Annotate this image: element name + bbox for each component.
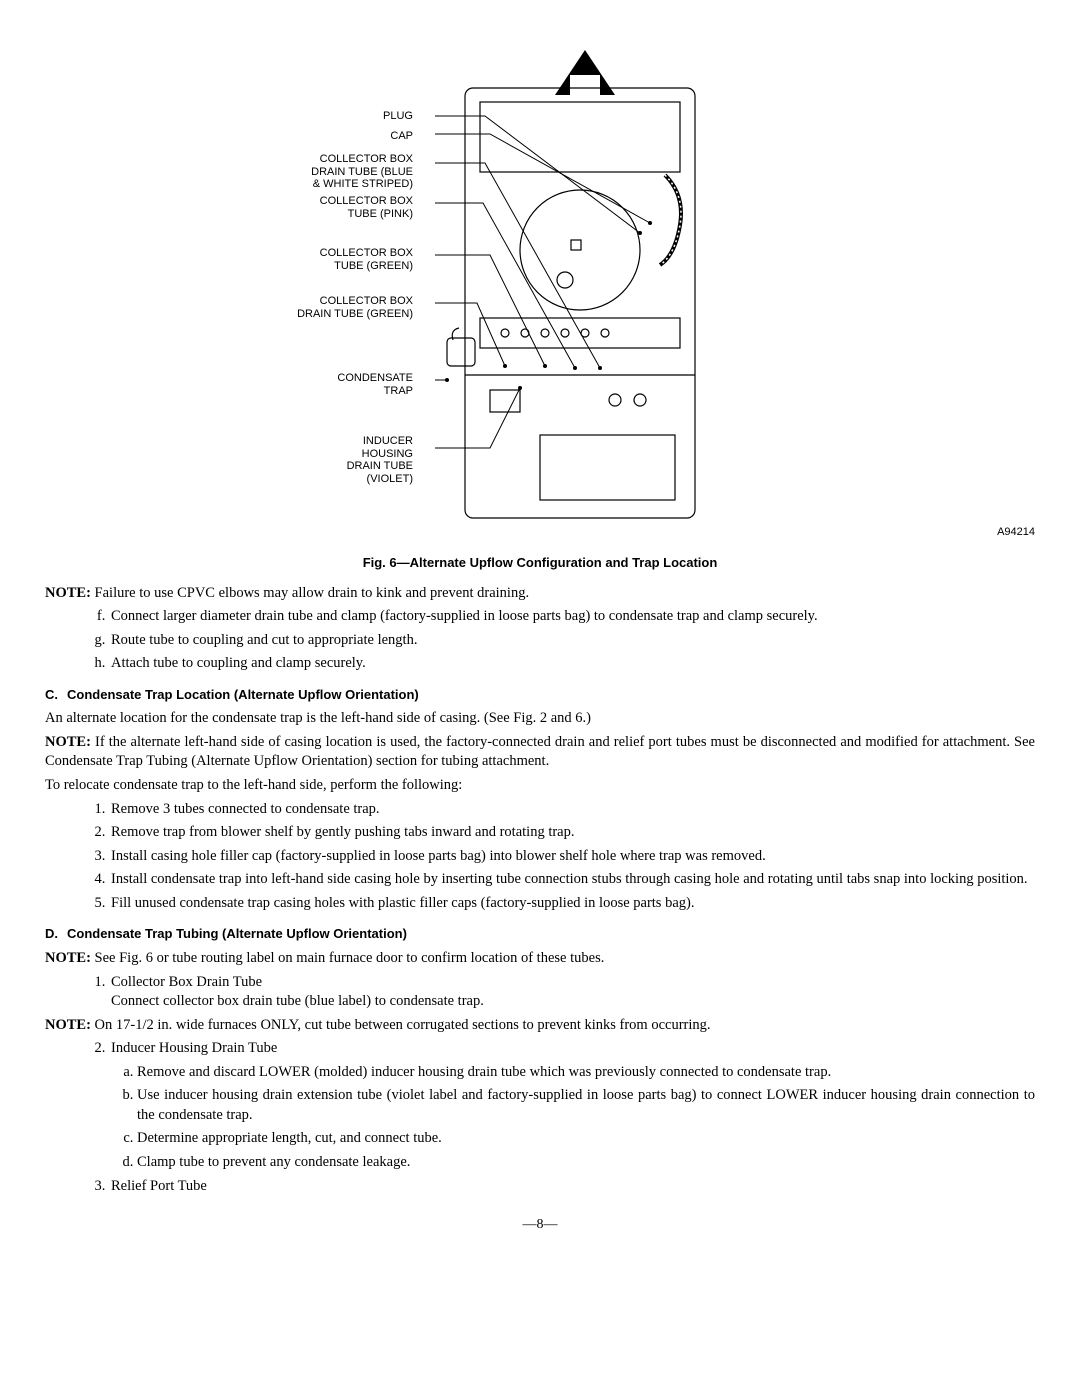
note-text: On 17-1/2 in. wide furnaces ONLY, cut tu… <box>91 1017 711 1033</box>
section-d-note2: NOTE: On 17-1/2 in. wide furnaces ONLY, … <box>45 1016 1035 1036</box>
section-d-title: Condensate Trap Tubing (Alternate Upflow… <box>67 926 407 941</box>
item-h: Attach tube to coupling and clamp secure… <box>109 654 1035 674</box>
figure-caption: Fig. 6—Alternate Upflow Configuration an… <box>45 554 1035 572</box>
d2-b: Use inducer housing drain extension tube… <box>137 1086 1035 1125</box>
step-2: Remove trap from blower shelf by gently … <box>109 823 1035 843</box>
d-item-3: Relief Port Tube <box>109 1177 1035 1197</box>
label-cond-trap: CONDENSATE TRAP <box>45 372 413 397</box>
step-4: Install condensate trap into left-hand s… <box>109 870 1035 890</box>
section-c-p2: To relocate condensate trap to the left-… <box>45 776 1035 796</box>
note-1: NOTE: Failure to use CPVC elbows may all… <box>45 584 1035 604</box>
page-number: —8— <box>45 1216 1035 1235</box>
d2-d: Clamp tube to prevent any condensate lea… <box>137 1153 1035 1173</box>
label-cbox-drain-blue: COLLECTOR BOX DRAIN TUBE (BLUE & WHITE S… <box>45 153 413 191</box>
d2-c: Determine appropriate length, cut, and c… <box>137 1129 1035 1149</box>
section-c-letter: C. <box>45 686 67 704</box>
step-1: Remove 3 tubes connected to condensate t… <box>109 800 1035 820</box>
section-c-note: NOTE: If the alternate left-hand side of… <box>45 733 1035 772</box>
label-cbox-tube-pink: COLLECTOR BOX TUBE (PINK) <box>45 195 413 220</box>
d2-a: Remove and discard LOWER (molded) induce… <box>137 1063 1035 1083</box>
note-label: NOTE: <box>45 950 91 966</box>
section-c-p1: An alternate location for the condensate… <box>45 709 1035 729</box>
list-fgh: Connect larger diameter drain tube and c… <box>45 607 1035 674</box>
label-cbox-drain-green: COLLECTOR BOX DRAIN TUBE (GREEN) <box>45 295 413 320</box>
section-d-note1: NOTE: See Fig. 6 or tube routing label o… <box>45 949 1035 969</box>
section-c-head: C.Condensate Trap Location (Alternate Up… <box>45 686 1035 704</box>
label-cap: CAP <box>45 130 413 143</box>
section-d-list-cont: Inducer Housing Drain Tube Remove and di… <box>45 1039 1035 1196</box>
note-text: Failure to use CPVC elbows may allow dra… <box>91 585 529 601</box>
furnace-diagram <box>435 40 725 530</box>
d-item-2-sub: Remove and discard LOWER (molded) induce… <box>111 1063 1035 1173</box>
d-item-1-body: Connect collector box drain tube (blue l… <box>111 993 484 1009</box>
section-c-title: Condensate Trap Location (Alternate Upfl… <box>67 687 419 702</box>
d-item-2: Inducer Housing Drain Tube Remove and di… <box>109 1039 1035 1172</box>
note-label: NOTE: <box>45 1017 91 1033</box>
section-d-list: Collector Box Drain Tube Connect collect… <box>45 973 1035 1012</box>
d-item-1: Collector Box Drain Tube Connect collect… <box>109 973 1035 1012</box>
figure-id-code: A94214 <box>997 525 1035 540</box>
section-d-head: D.Condensate Trap Tubing (Alternate Upfl… <box>45 925 1035 943</box>
section-d-letter: D. <box>45 925 67 943</box>
item-f: Connect larger diameter drain tube and c… <box>109 607 1035 627</box>
d-item-2-title: Inducer Housing Drain Tube <box>111 1040 277 1056</box>
section-c-steps: Remove 3 tubes connected to condensate t… <box>45 800 1035 914</box>
item-g: Route tube to coupling and cut to approp… <box>109 631 1035 651</box>
d-item-1-title: Collector Box Drain Tube <box>111 974 262 990</box>
note-label: NOTE: <box>45 734 91 750</box>
note-label: NOTE: <box>45 585 91 601</box>
label-cbox-tube-green: COLLECTOR BOX TUBE (GREEN) <box>45 247 413 272</box>
step-3: Install casing hole filler cap (factory-… <box>109 847 1035 867</box>
label-plug: PLUG <box>45 110 413 123</box>
step-5: Fill unused condensate trap casing holes… <box>109 894 1035 914</box>
label-inducer-violet: INDUCER HOUSING DRAIN TUBE (VIOLET) <box>45 435 413 486</box>
note-text: See Fig. 6 or tube routing label on main… <box>91 950 604 966</box>
figure-6: PLUG CAP COLLECTOR BOX DRAIN TUBE (BLUE … <box>45 40 1035 540</box>
note-text: If the alternate left-hand side of casin… <box>45 734 1035 770</box>
